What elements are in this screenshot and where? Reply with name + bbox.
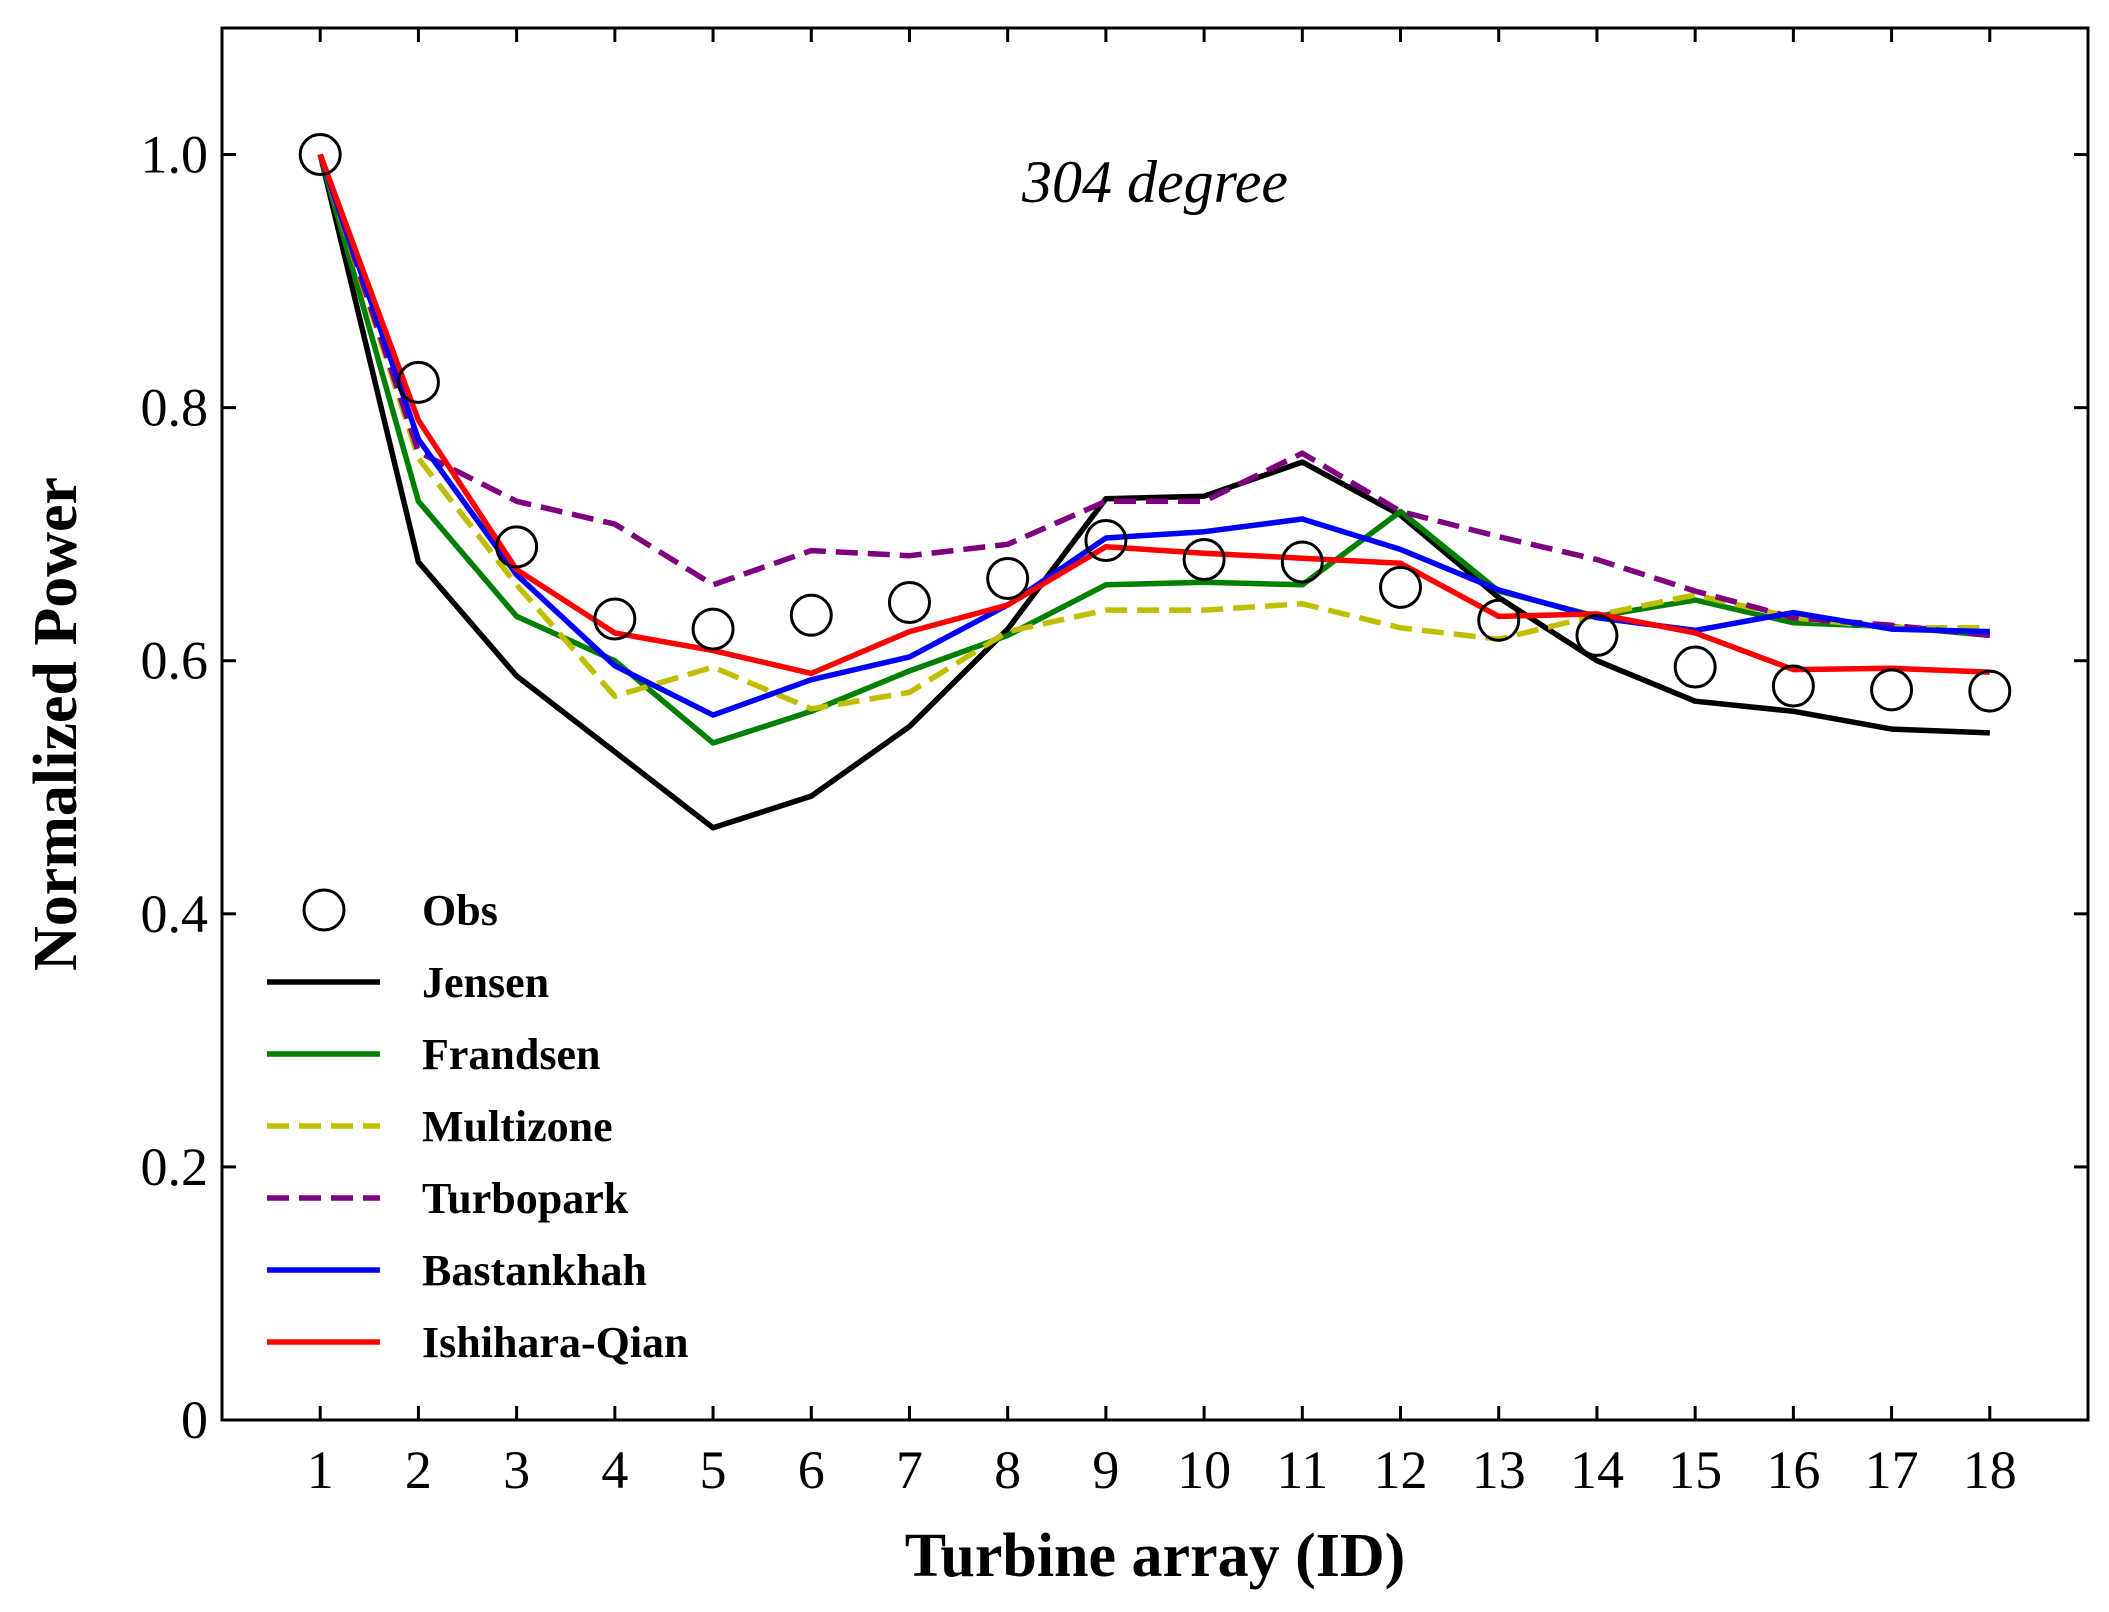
y-tick-label: 0	[181, 1390, 208, 1450]
data-point-obs	[1673, 645, 1717, 689]
x-tick-label: 17	[1865, 1440, 1919, 1500]
legend-label-jensen: Jensen	[422, 958, 549, 1007]
data-point-obs	[495, 525, 539, 569]
x-tick-label: 5	[700, 1440, 727, 1500]
y-tick-label: 0.6	[141, 631, 209, 691]
series-line-ishihara-qian	[317, 153, 1990, 677]
data-point-obs	[691, 607, 735, 651]
data-point-obs	[789, 593, 833, 637]
y-tick-label: 0.4	[141, 884, 209, 944]
x-tick-label: 15	[1668, 1440, 1722, 1500]
y-tick-label: 0.2	[141, 1137, 209, 1197]
chart-annotation: 304 degree	[1021, 149, 1288, 215]
data-point-obs	[1870, 668, 1914, 712]
series-line-frandsen	[317, 153, 1991, 746]
series-line-multizone	[317, 153, 1990, 712]
x-tick-label: 16	[1766, 1440, 1820, 1500]
x-tick-label: 12	[1374, 1440, 1428, 1500]
data-point-obs	[1477, 598, 1521, 642]
y-axis-label: Normalized Power	[22, 477, 90, 971]
x-tick-label: 11	[1276, 1440, 1328, 1500]
x-tick-label: 9	[1092, 1440, 1119, 1500]
x-tick-label: 2	[405, 1440, 432, 1500]
data-point-obs	[1379, 565, 1423, 609]
x-axis-label: Turbine array (ID)	[905, 1522, 1406, 1590]
x-tick-label: 3	[503, 1440, 530, 1500]
data-point-obs	[887, 581, 931, 625]
x-tick-label: 6	[798, 1440, 825, 1500]
data-point-obs	[1968, 669, 2012, 713]
legend-label-frandsen: Frandsen	[422, 1030, 600, 1079]
legend-label-multizone: Multizone	[422, 1102, 613, 1151]
x-tick-label: 14	[1570, 1440, 1624, 1500]
x-tick-label: 10	[1177, 1440, 1231, 1500]
data-point-obs	[1575, 613, 1619, 657]
x-tick-label: 13	[1472, 1440, 1526, 1500]
x-tick-label: 7	[896, 1440, 923, 1500]
legend-marker-obs	[302, 888, 346, 932]
data-point-obs	[1771, 664, 1815, 708]
data-point-obs	[593, 597, 637, 641]
series-line-jensen	[317, 153, 1990, 831]
axis-ticks: 1 2 3 4 5 6 7 8 9 10 11 12 13 14 15 16 17 1800.20.40.60.8…	[141, 28, 2088, 1500]
data-point-obs	[1182, 537, 1226, 581]
series-line-turbopark	[317, 153, 1991, 639]
x-tick-label: 4	[601, 1440, 628, 1500]
x-tick-label: 8	[994, 1440, 1021, 1500]
series-group	[298, 133, 2012, 831]
data-point-obs	[1280, 540, 1324, 584]
plot-frame	[220, 26, 2090, 1422]
legend: Obs Jensen Frandsen Multizone Turbopark Basta…	[267, 886, 689, 1367]
legend-label-bastankhah: Bastankhah	[422, 1246, 647, 1295]
x-tick-label: 1	[307, 1440, 334, 1500]
legend-label-ishihara-qian: Ishihara-Qian	[422, 1318, 689, 1367]
data-point-obs	[1084, 519, 1128, 563]
legend-label-obs: Obs	[422, 886, 498, 935]
y-tick-label: 0.8	[141, 378, 209, 438]
data-point-obs	[396, 360, 440, 404]
data-point-obs	[986, 556, 1030, 600]
series-line-bastankhah	[317, 153, 1990, 718]
y-tick-label: 1.0	[141, 125, 209, 185]
x-tick-label: 18	[1963, 1440, 2017, 1500]
legend-label-turbopark: Turbopark	[422, 1174, 629, 1223]
data-point-obs	[298, 133, 342, 177]
